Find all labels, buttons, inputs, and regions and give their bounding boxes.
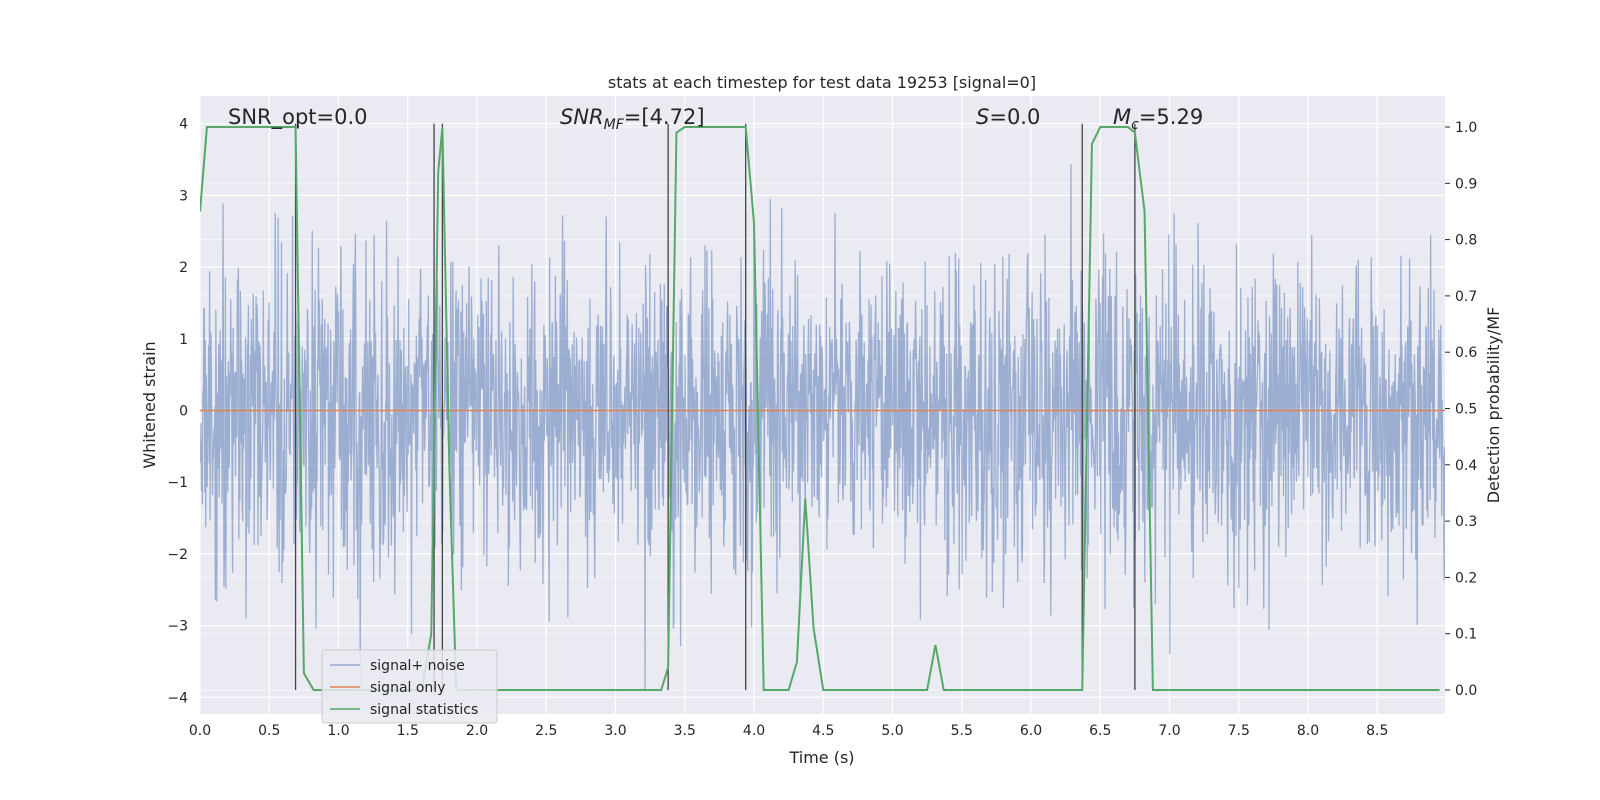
legend-label-signal-noise: signal+ noise [370, 658, 465, 674]
x-tick-label: 3.0 [604, 723, 626, 739]
annotation-mc: Mc=5.29 [1113, 105, 1203, 133]
y-axis-label: Whitened strain [140, 341, 159, 468]
x-axis-label: Time (s) [788, 748, 854, 767]
y-tick-label: −4 [167, 690, 188, 706]
chart-title: stats at each timestep for test data 192… [608, 73, 1036, 92]
y-tick-label: 4 [179, 117, 188, 133]
y-tick-label: −1 [167, 475, 188, 491]
annotation-s-value: =0.0 [989, 105, 1040, 129]
annotation-snr-mf-value: =[4.72] [624, 105, 705, 129]
y-tick-label: 0 [179, 404, 188, 420]
x-tick-label: 7.5 [1228, 723, 1250, 739]
y-right-tick-label: 0.2 [1455, 570, 1477, 586]
x-tick-label: 4.0 [743, 723, 765, 739]
y-right-tick-label: 0.4 [1455, 458, 1477, 474]
y-right-tick-label: 1.0 [1455, 120, 1477, 136]
y-right-tick-label: 0.8 [1455, 233, 1477, 249]
y-tick-label: 1 [179, 332, 188, 348]
annotation-snr-opt: SNR_opt=0.0 [228, 105, 368, 130]
x-tick-label: 5.5 [951, 723, 973, 739]
legend-box [321, 649, 498, 724]
x-tick-label: 4.5 [812, 723, 834, 739]
x-tick-label: 2.5 [535, 723, 557, 739]
series-signal-statistics [200, 126, 1440, 691]
y-tick-label: −2 [167, 547, 188, 563]
x-tick-label: 5.0 [881, 723, 903, 739]
y-right-tick-label: 0.5 [1455, 402, 1477, 418]
signal-noise-line [200, 164, 1445, 691]
y-right-tick-label: 0.9 [1455, 176, 1477, 192]
y-axis-ticks: 4 3 2 1 0 −1 −2 −3 −4 [167, 117, 188, 707]
legend-label-signal-statistics: signal statistics [370, 702, 478, 718]
legend-label-signal-only: signal only [370, 680, 445, 696]
y-axis-right-ticks: 1.0 0.9 0.8 0.7 0.6 0.5 0.4 0.3 0.2 0.1 0.0 [1445, 120, 1477, 699]
y-right-tick-label: 0.6 [1455, 345, 1477, 361]
annotation-mc-value: =5.29 [1139, 105, 1203, 129]
x-tick-label: 1.0 [327, 723, 349, 739]
y-right-tick-label: 0.1 [1455, 627, 1477, 643]
series-signal-noise [200, 164, 1445, 691]
y-tick-label: −3 [167, 619, 188, 635]
annotation-snr-mf: SNRMF=[4.72] [560, 105, 705, 133]
x-axis-ticks: 0.0 0.5 1.0 1.5 2.0 2.5 3.0 3.5 4.0 4.5 5.0 5.5 6.0 6… [189, 723, 1389, 739]
signal-statistics-line [200, 126, 1440, 691]
x-tick-label: 6.0 [1020, 723, 1042, 739]
y-tick-label: 2 [179, 260, 188, 276]
annotation-s: S=0.0 [976, 105, 1040, 129]
x-tick-label: 2.0 [466, 723, 488, 739]
x-tick-label: 1.5 [397, 723, 419, 739]
x-tick-label: 7.0 [1158, 723, 1180, 739]
x-tick-label: 3.5 [674, 723, 696, 739]
x-tick-label: 0.5 [258, 723, 280, 739]
x-tick-label: 8.0 [1297, 723, 1319, 739]
x-tick-label: 0.0 [189, 723, 211, 739]
y-tick-label: 3 [179, 188, 188, 204]
y-right-tick-label: 0.7 [1455, 289, 1477, 305]
y-right-tick-label: 0.0 [1455, 683, 1477, 699]
y-right-tick-label: 0.3 [1455, 514, 1477, 530]
legend: signal+ noise signal only signal statist… [321, 649, 498, 724]
x-tick-label: 8.5 [1366, 723, 1388, 739]
y-axis-right-label: Detection probability/MF [1484, 307, 1503, 504]
x-tick-label: 6.5 [1089, 723, 1111, 739]
